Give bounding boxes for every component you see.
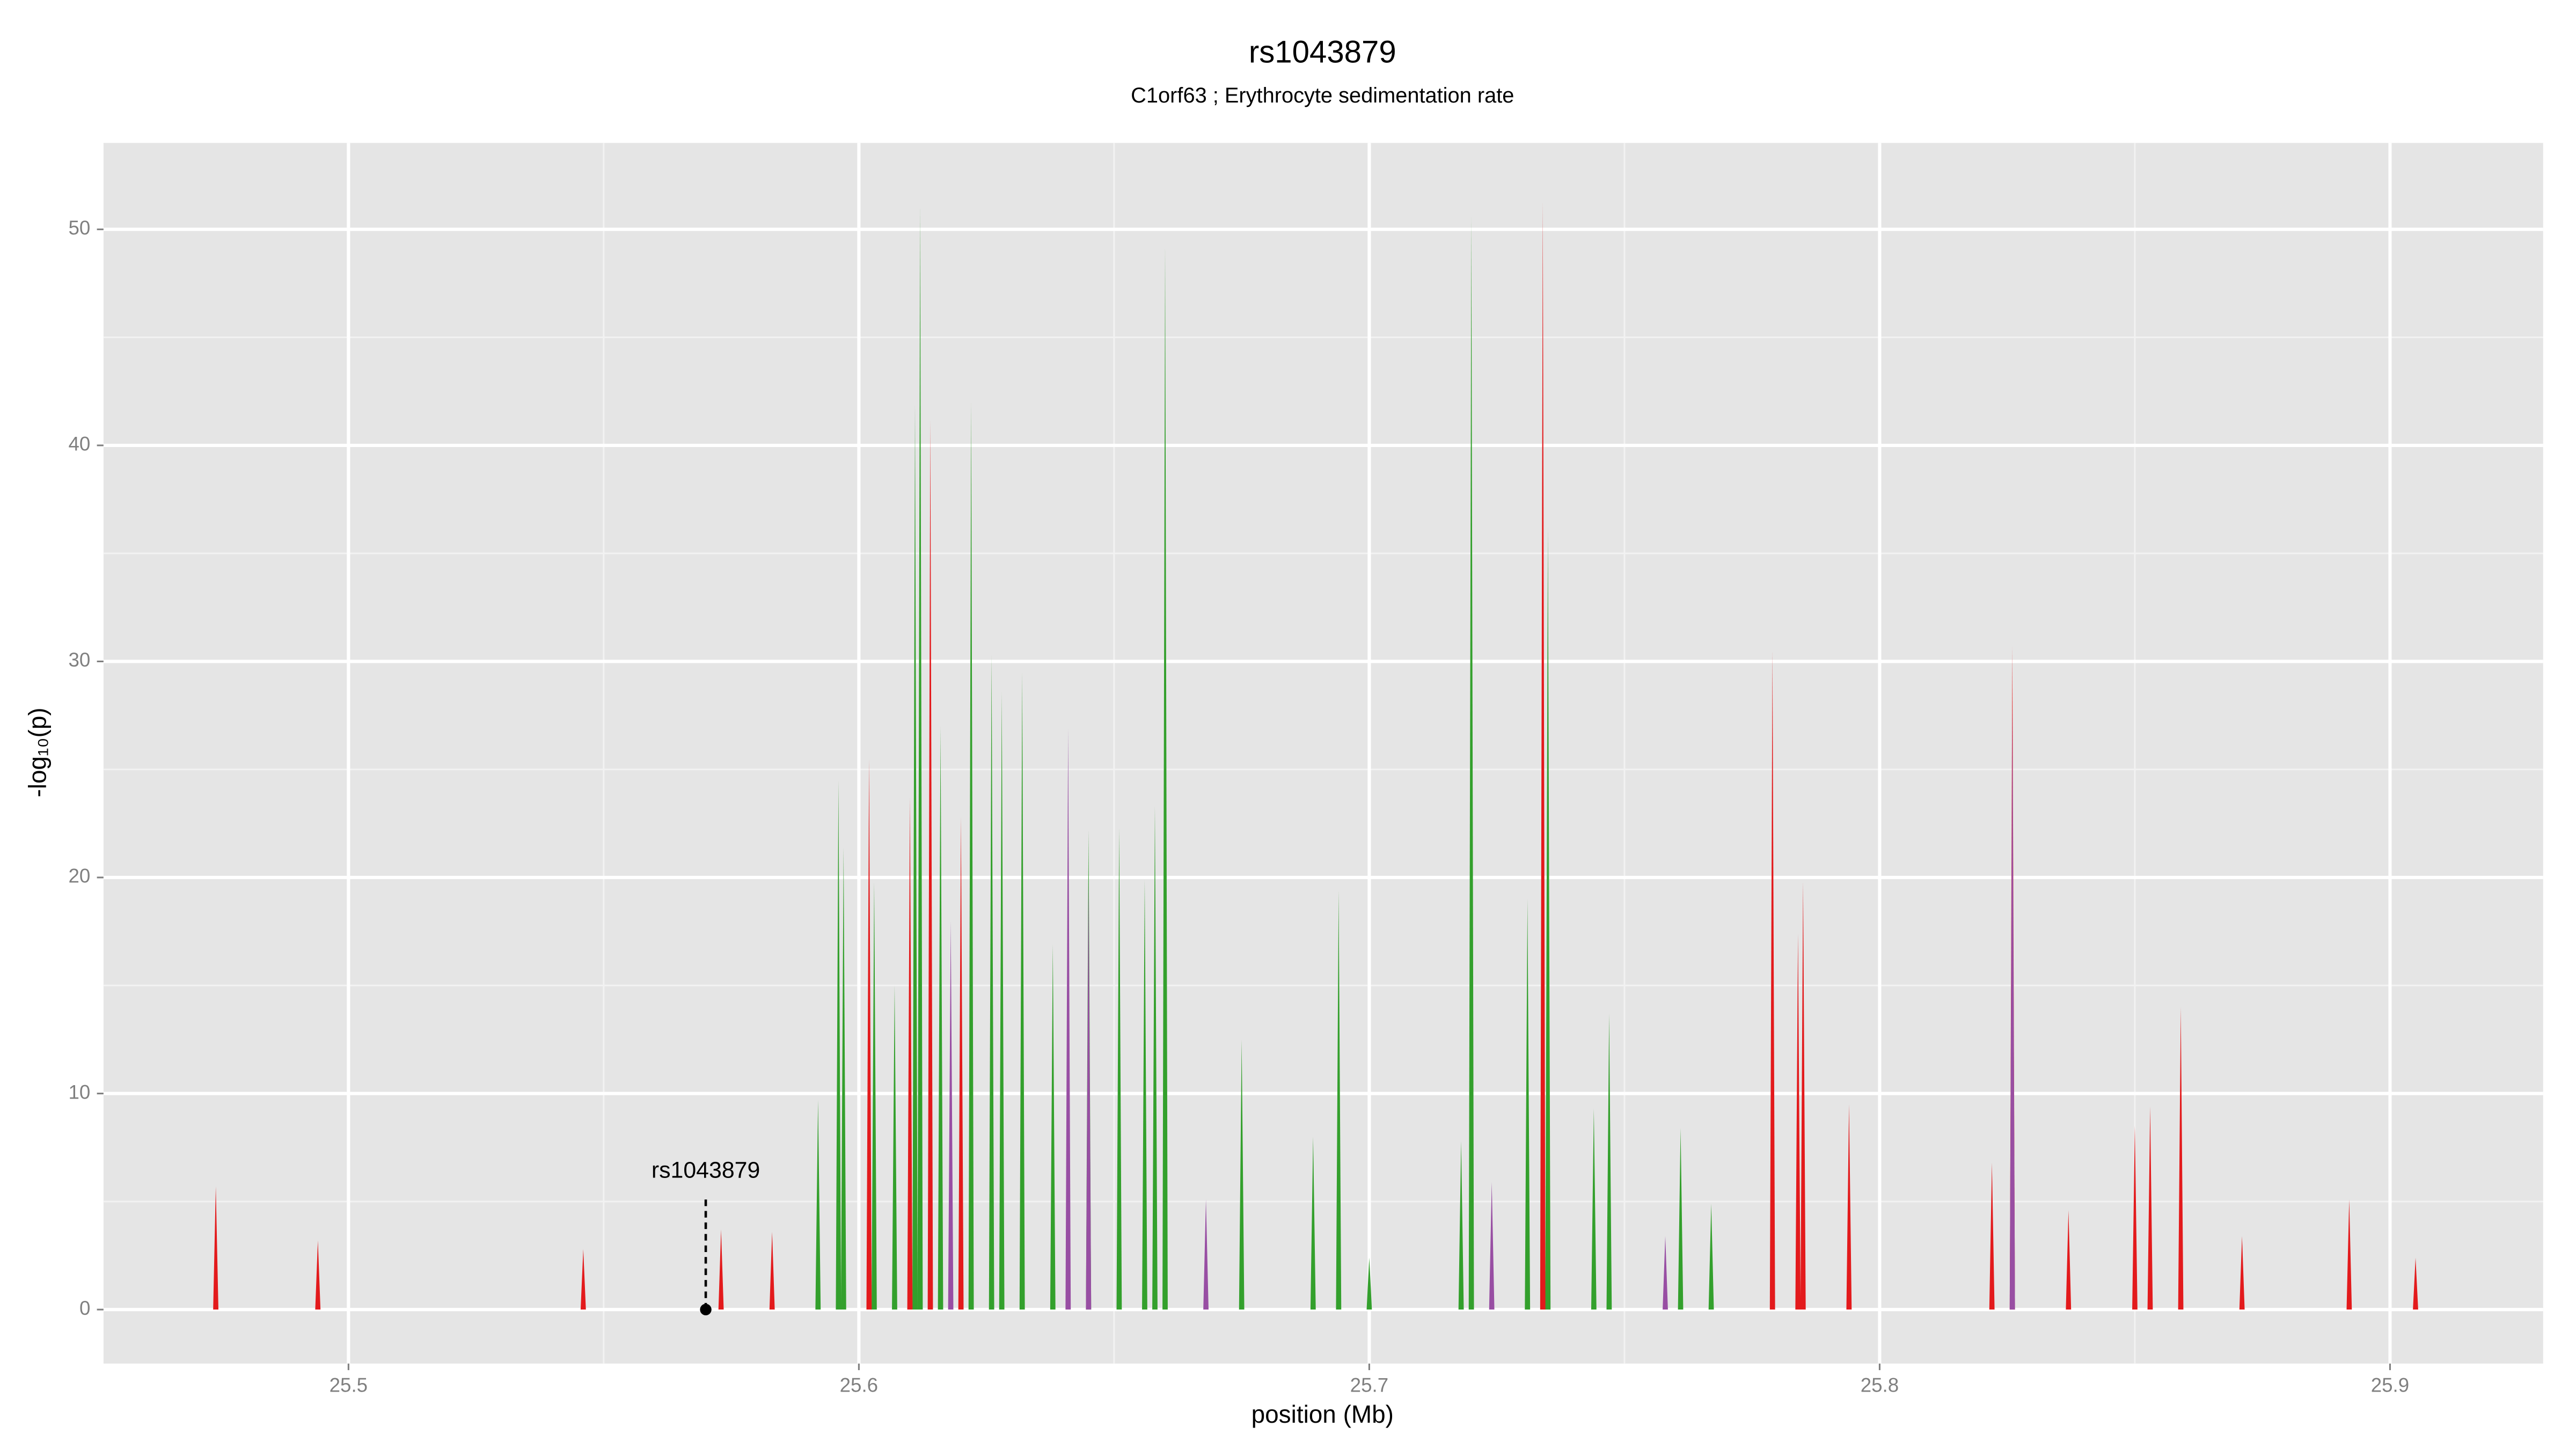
spike [1989,1162,1995,1310]
spike [1142,880,1147,1310]
x-tick-label: 25.9 [2371,1374,2409,1396]
spike [2066,1210,2072,1310]
x-axis-title: position (Mb) [1252,1400,1394,1428]
spike [718,1230,724,1310]
spike [1525,899,1531,1310]
y-tick-label: 30 [69,649,91,671]
spike [1540,201,1546,1310]
spike [840,847,846,1310]
spike [2346,1199,2352,1310]
spike [1162,246,1168,1310]
spike [1591,1108,1597,1310]
spike [2413,1257,2418,1310]
spike [968,402,974,1310]
y-axis-title: -log₁₀(p) [24,707,52,797]
spike [1663,1236,1668,1310]
chart-title: rs1043879 [1249,34,1396,69]
x-tick-label: 25.7 [1350,1374,1388,1396]
spike [2009,707,2015,1310]
y-tick-label: 20 [69,865,91,887]
x-tick-label: 25.6 [840,1374,878,1396]
annotation-point [700,1304,712,1315]
spike [1239,1039,1245,1310]
spike [892,985,897,1310]
spike [872,882,877,1310]
x-tick-label: 25.8 [1861,1374,1899,1396]
spike [1800,882,1806,1310]
y-tick-label: 10 [69,1081,91,1103]
y-tick-label: 0 [79,1297,90,1319]
spike [1545,527,1551,1310]
spike [769,1232,775,1310]
spike [1152,806,1158,1310]
spike [1769,650,1775,1310]
spike [1606,1013,1612,1310]
spike [1468,216,1474,1310]
spike [1116,828,1122,1310]
spike [1050,944,1056,1310]
spike [1019,672,1025,1310]
spike [2178,1007,2184,1310]
spike [1336,890,1342,1310]
spike [912,404,918,1310]
chart-subtitle: C1orf63 ; Erythrocyte sedimentation rate [1131,84,1514,107]
spike [213,1186,218,1310]
spike [989,655,994,1310]
spike [1086,882,1092,1310]
spike [1846,1104,1852,1310]
spike [948,920,954,1310]
spike [938,726,943,1310]
y-tick-label: 40 [69,433,91,455]
spike [836,780,841,1310]
annotation-label: rs1043879 [652,1157,760,1183]
spike [315,1240,321,1310]
spike [1795,933,1801,1310]
y-tick-label: 50 [69,217,91,239]
spike [927,419,933,1310]
spike [1489,1182,1495,1310]
spike [1366,1257,1372,1310]
x-tick-label: 25.5 [330,1374,368,1396]
spike [580,1249,586,1310]
spike [1678,1128,1684,1310]
spike [2147,1106,2153,1310]
spike [2132,1125,2138,1310]
spike [2239,1236,2245,1310]
spike [1458,1141,1464,1310]
spike [1310,1137,1316,1310]
spike [907,797,913,1310]
spike [999,691,1005,1310]
spike [1708,1203,1714,1310]
spike [1065,728,1071,1310]
spike [866,758,872,1310]
spike [958,817,964,1310]
spike [917,206,923,1310]
plot-background [103,143,2543,1364]
spike [1203,1199,1209,1310]
spike [815,1100,821,1310]
